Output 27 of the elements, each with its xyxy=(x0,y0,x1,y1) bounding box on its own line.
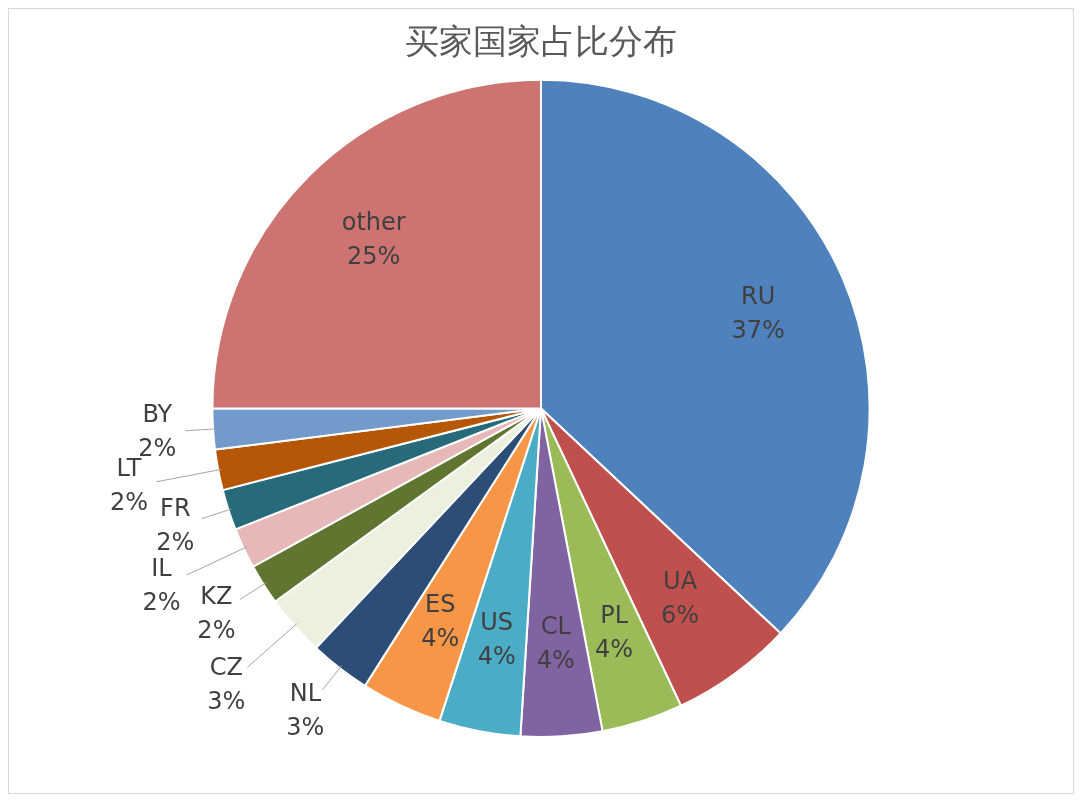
chart-title: 买家国家占比分布 xyxy=(405,21,677,62)
data-label: 4% xyxy=(477,642,516,671)
slice-label: NL xyxy=(289,679,322,708)
slice-label: US xyxy=(480,608,514,637)
data-label: 4% xyxy=(421,623,460,652)
data-label: 3% xyxy=(207,687,246,716)
data-label: 4% xyxy=(595,634,634,663)
data-label: 37% xyxy=(731,315,785,344)
data-label: 2% xyxy=(197,615,236,644)
slice-label: UA xyxy=(663,567,698,596)
slice-label: FR xyxy=(160,494,191,523)
data-label: 2% xyxy=(142,588,181,617)
data-label: 2% xyxy=(109,488,149,517)
slice-label: CZ xyxy=(209,653,243,682)
slice-label: KZ xyxy=(200,581,233,610)
slice-label: RU xyxy=(741,281,776,310)
data-label: 3% xyxy=(286,713,325,742)
slice-label: ES xyxy=(425,589,456,618)
slice-label: PL xyxy=(600,600,629,629)
data-label: 2% xyxy=(156,528,195,557)
data-label: 6% xyxy=(661,601,700,630)
data-label: 25% xyxy=(347,242,401,271)
slice-label: other xyxy=(341,208,406,237)
slice-label: CL xyxy=(540,611,572,640)
data-label: 4% xyxy=(536,645,575,674)
slice-label: BY xyxy=(142,399,173,428)
slice-label: IL xyxy=(151,554,173,583)
